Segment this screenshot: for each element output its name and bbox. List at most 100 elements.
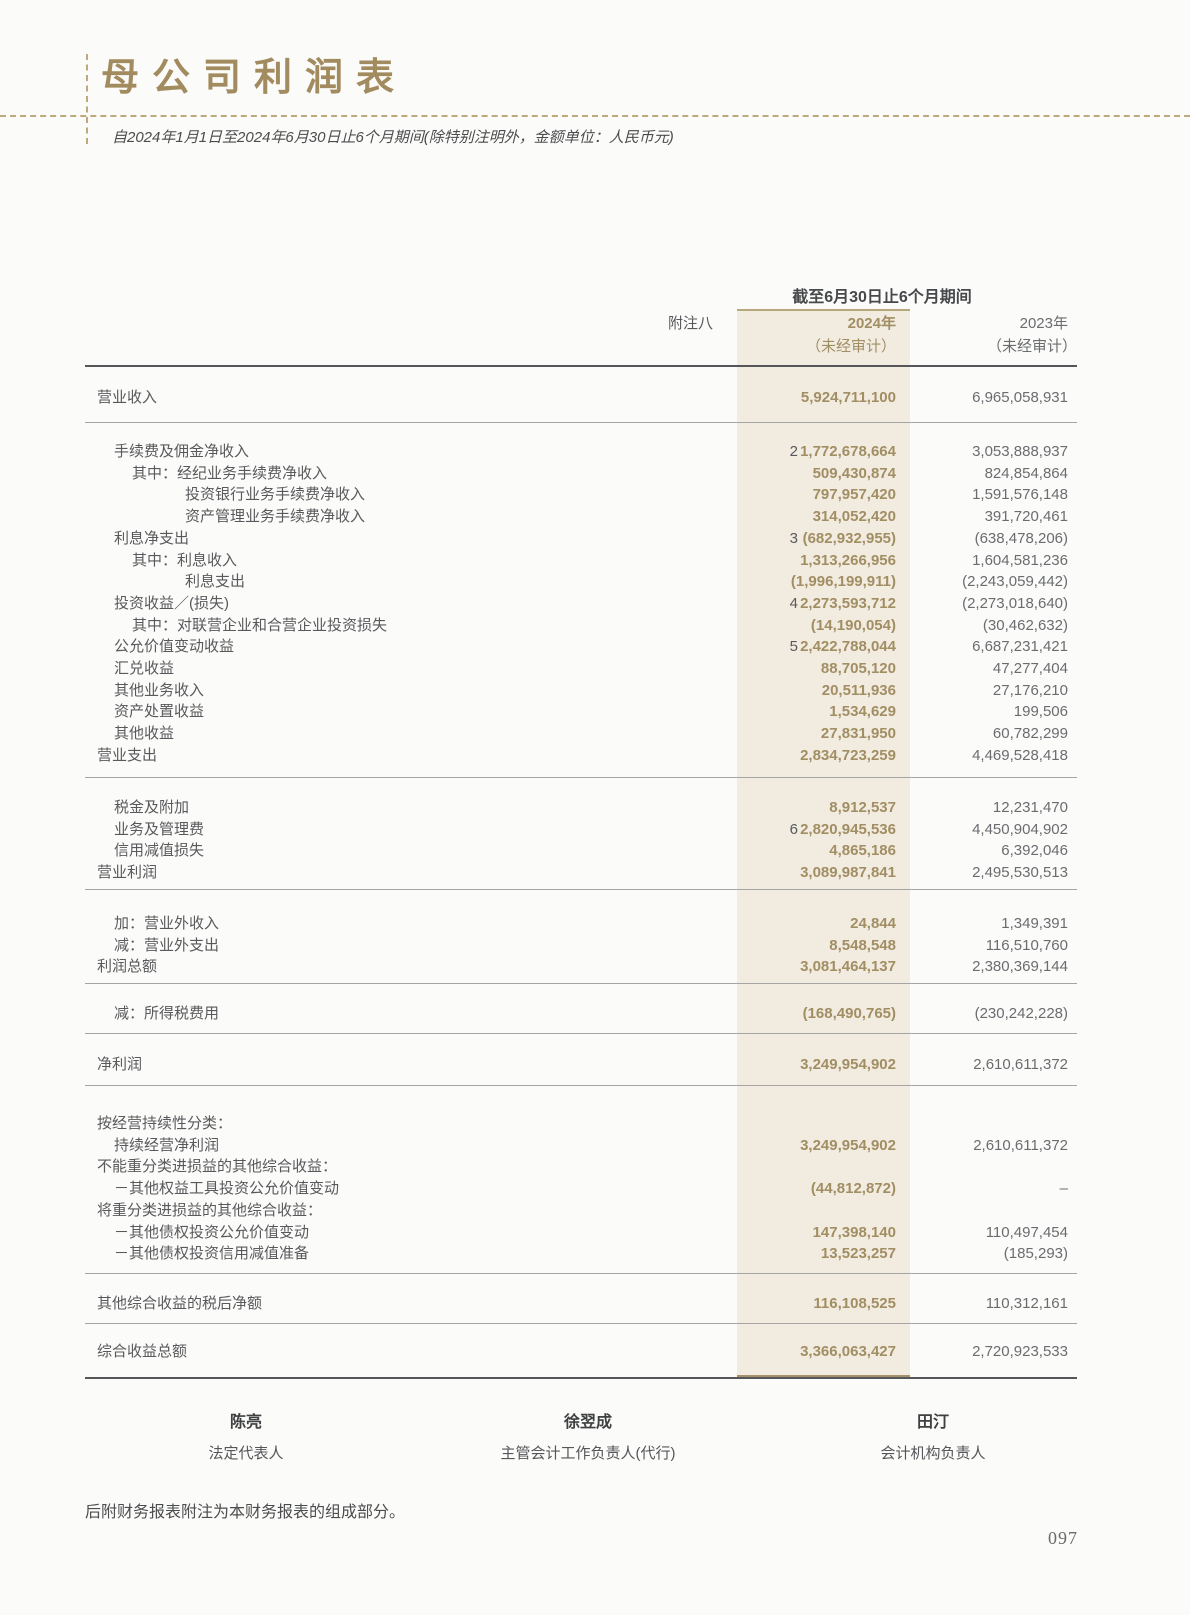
value-2024: 2,834,723,259 xyxy=(800,746,896,764)
value-2024: 20,511,936 xyxy=(821,681,896,699)
value-2024: 5,924,711,100 xyxy=(800,389,896,406)
row-label: 利润总额 xyxy=(97,958,158,976)
value-2024: 797,957,420 xyxy=(812,486,896,504)
column-header-2024: 2024年 xyxy=(847,315,896,332)
note-reference: 5 xyxy=(789,638,798,656)
note-reference: 6 xyxy=(789,820,798,838)
row-label: －其他债权投资公允价值变动 xyxy=(114,1223,310,1241)
row-label: －其他债权投资信用减值准备 xyxy=(114,1245,310,1263)
value-2023: 3,053,888,937 xyxy=(972,443,1068,460)
row-label: 综合收益总额 xyxy=(97,1343,188,1360)
column-header-2023-unaudited: （未经审计） xyxy=(986,338,1077,355)
value-2024: 3,081,464,137 xyxy=(800,958,896,976)
value-2023: 1,591,576,148 xyxy=(972,486,1068,504)
row-label: －其他权益工具投资公允价值变动 xyxy=(114,1180,340,1198)
table-row: 投资收益／(损失) 4 2,273,593,712 (2,273,018,640) xyxy=(85,593,1077,615)
row-label: 不能重分类进损益的其他综合收益： xyxy=(97,1158,338,1176)
row-label: 信用减值损失 xyxy=(114,842,205,860)
row-label: 资产处置收益 xyxy=(114,703,205,721)
row-separator xyxy=(85,422,1077,423)
value-2023: 12,231,470 xyxy=(992,799,1068,816)
value-2024: 2,273,593,712 xyxy=(800,594,896,612)
value-2024: 88,705,120 xyxy=(820,660,896,677)
row-label: 其中：经纪业务手续费净收入 xyxy=(132,464,328,482)
table-row: 其他综合收益的税后净额 116,108,525 110,312,161 xyxy=(85,1293,1077,1315)
value-2024: 116,108,525 xyxy=(813,1295,896,1312)
value-2023: 2,380,369,144 xyxy=(972,958,1068,976)
value-2023: (185,293) xyxy=(1003,1245,1068,1263)
value-2024: (14,190,054) xyxy=(810,616,896,634)
signatory-title: 法定代表人 xyxy=(208,1445,284,1462)
value-2023: 2,720,923,533 xyxy=(972,1343,1068,1360)
value-2024: 3,249,954,902 xyxy=(800,1136,896,1154)
value-2023: 1,604,581,236 xyxy=(972,551,1068,569)
row-label: 利息净支出 xyxy=(114,529,190,547)
value-2024: 13,523,257 xyxy=(820,1245,896,1263)
table-row: 减：所得税费用 (168,490,765) (230,242,228) xyxy=(85,1003,1077,1025)
table-row: 其中：利息收入 1,313,266,956 1,604,581,236 xyxy=(85,550,1077,572)
value-2024: 8,912,537 xyxy=(829,799,896,816)
value-2023: (2,273,018,640) xyxy=(962,594,1068,612)
row-label: 减：所得税费用 xyxy=(114,1005,220,1022)
value-2024: 24,844 xyxy=(850,915,896,932)
table-row: 利润总额 3,081,464,137 2,380,369,144 xyxy=(85,956,1077,978)
row-label: 其中：对联营企业和合营企业投资损失 xyxy=(132,616,388,634)
signatory-name: 田汀 xyxy=(916,1414,949,1431)
table-row: 资产管理业务手续费净收入 314,052,420 391,720,461 xyxy=(85,506,1077,528)
table-row: 业务及管理费 6 2,820,945,536 4,450,904,902 xyxy=(85,819,1077,841)
table-row: 汇兑收益 88,705,120 47,277,404 xyxy=(85,658,1077,680)
row-separator xyxy=(85,1273,1077,1274)
value-2023: (30,462,632) xyxy=(982,616,1068,634)
table-row: 资产处置收益 1,534,629 199,506 xyxy=(85,701,1077,723)
row-label: 营业收入 xyxy=(97,389,158,406)
row-separator xyxy=(85,1323,1077,1324)
table-row: 税金及附加 8,912,537 12,231,470 xyxy=(85,797,1077,819)
table-row: －其他债权投资信用减值准备 13,523,257 (185,293) xyxy=(85,1243,1077,1265)
table-row: 营业利润 3,089,987,841 2,495,530,513 xyxy=(85,862,1077,884)
note-reference: 4 xyxy=(789,594,798,612)
table-row: 信用减值损失 4,865,186 6,392,046 xyxy=(85,840,1077,862)
value-2023: 2,610,611,372 xyxy=(973,1056,1068,1073)
period-header: 截至6月30日止6个月期间 xyxy=(792,289,972,306)
table-row: 营业收入 5,924,711,100 6,965,058,931 xyxy=(85,387,1077,409)
row-label: 减：营业外支出 xyxy=(114,936,220,954)
table-row: －其他权益工具投资公允价值变动 (44,812,872) – xyxy=(85,1178,1077,1200)
value-2023: 110,312,161 xyxy=(985,1295,1068,1312)
value-2023: – xyxy=(1059,1180,1068,1198)
row-label: 营业支出 xyxy=(97,746,158,764)
value-2023: 4,450,904,902 xyxy=(972,820,1068,838)
column-header-2024-unaudited: （未经审计） xyxy=(805,338,896,355)
signatory-title: 会计机构负责人 xyxy=(880,1445,986,1462)
table-row: 持续经营净利润 3,249,954,902 2,610,611,372 xyxy=(85,1135,1077,1157)
table-row: 投资银行业务手续费净收入 797,957,420 1,591,576,148 xyxy=(85,484,1077,506)
table-row: 其中：对联营企业和合营企业投资损失 (14,190,054) (30,462,632… xyxy=(85,615,1077,637)
row-label: 净利润 xyxy=(97,1056,143,1073)
row-label: 业务及管理费 xyxy=(114,820,205,838)
value-2024: 3,089,987,841 xyxy=(800,864,896,882)
value-2024: 8,548,548 xyxy=(829,936,896,954)
value-2023: 2,495,530,513 xyxy=(972,864,1068,882)
signatory-title: 主管会计工作负责人(代行) xyxy=(500,1445,676,1462)
note-reference: 2 xyxy=(789,443,798,460)
row-label: 其他业务收入 xyxy=(114,681,205,699)
signatory-chief-accountant: 徐翌成 主管会计工作负责人(代行) xyxy=(458,1412,718,1464)
value-2023: 6,965,058,931 xyxy=(972,389,1068,406)
note-column-header: 附注八 xyxy=(667,315,713,332)
value-2023: 1,349,391 xyxy=(1001,915,1068,932)
value-2024: 3,249,954,902 xyxy=(800,1056,896,1073)
page-number: 097 xyxy=(1048,1528,1078,1548)
row-separator xyxy=(85,983,1077,984)
row-label: 投资银行业务手续费净收入 xyxy=(185,486,366,504)
table-row: 公允价值变动收益 5 2,422,788,044 6,687,231,421 xyxy=(85,636,1077,658)
value-2023: 6,392,046 xyxy=(1001,842,1068,860)
value-2023: (230,242,228) xyxy=(974,1005,1068,1022)
vertical-dashed-rule xyxy=(86,54,88,144)
signatory-name: 陈亮 xyxy=(229,1414,262,1431)
row-label: 将重分类进损益的其他综合收益： xyxy=(97,1201,323,1219)
table-row: 将重分类进损益的其他综合收益： xyxy=(85,1200,1077,1222)
value-2023: 6,687,231,421 xyxy=(972,638,1068,656)
row-label: 资产管理业务手续费净收入 xyxy=(185,508,366,526)
value-2024: 2,820,945,536 xyxy=(800,820,896,838)
table-row: 其中：经纪业务手续费净收入 509,430,874 824,854,864 xyxy=(85,463,1077,485)
value-2024: 1,772,678,664 xyxy=(800,443,896,460)
